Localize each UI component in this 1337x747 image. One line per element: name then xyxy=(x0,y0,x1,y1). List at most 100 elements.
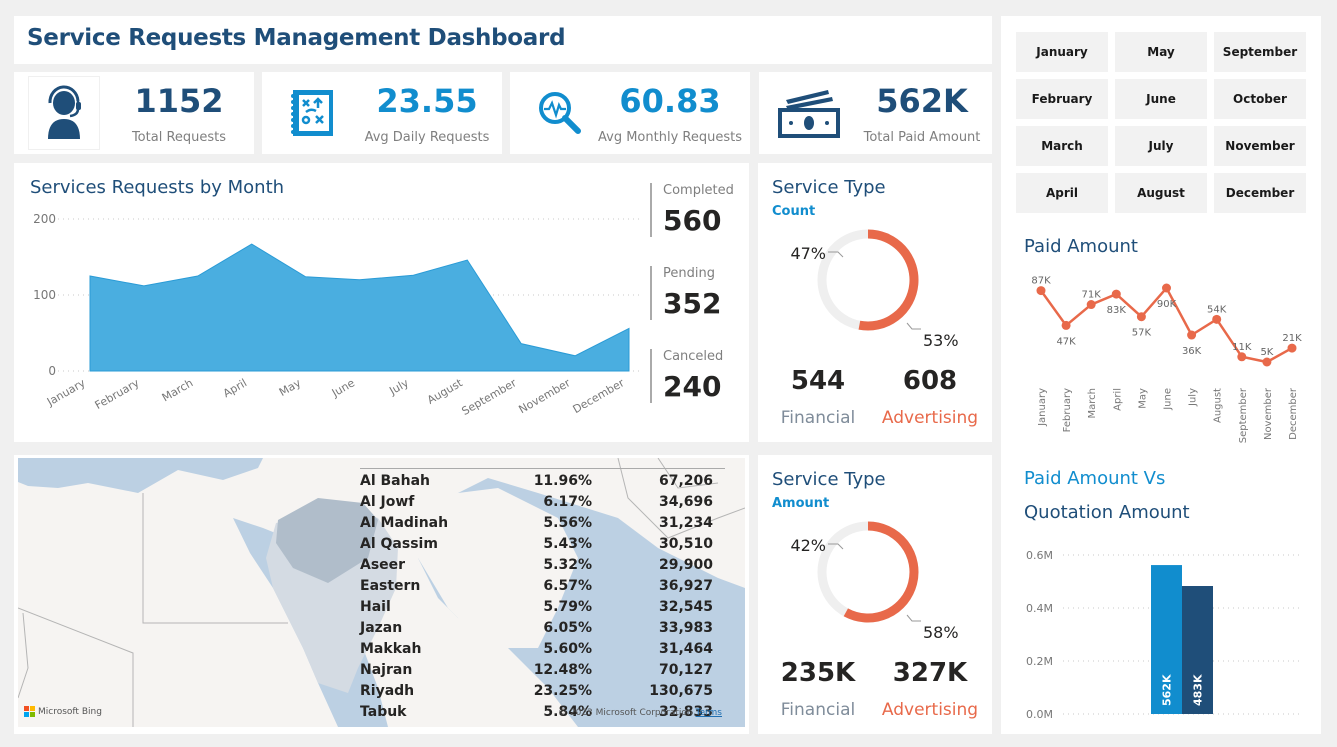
region-amount: 29,900 xyxy=(658,556,713,573)
data-point[interactable] xyxy=(196,274,200,278)
region-name: Makkah xyxy=(360,640,422,657)
region-row[interactable]: Al Bahah 11.96% 67,206 xyxy=(360,470,725,491)
region-map[interactable]: Al Bahah 11.96% 67,206 Al Jowf 6.17% 34,696 Al… xyxy=(18,458,745,727)
advertising-pct-label: 58% xyxy=(923,623,959,642)
region-name: Najran xyxy=(360,661,413,678)
region-percent: 5.84% xyxy=(543,703,592,720)
data-point[interactable] xyxy=(627,326,631,330)
region-amount: 70,127 xyxy=(658,661,713,678)
x-tick-label: July xyxy=(386,376,411,398)
data-point[interactable] xyxy=(142,284,146,288)
advertising-slice[interactable] xyxy=(843,521,919,623)
paid-vs-quotation-title-line1: Paid Amount Vs xyxy=(1024,468,1166,489)
month-button-december[interactable]: December xyxy=(1214,173,1306,213)
data-point[interactable] xyxy=(465,258,469,262)
month-button-august[interactable]: August xyxy=(1115,173,1207,213)
kpi-card-total-paid: 562K Total Paid Amount xyxy=(759,72,992,154)
paid-data-label: 21K xyxy=(1282,333,1302,344)
leader-line xyxy=(828,251,844,258)
paid-data-label: 11K xyxy=(1232,342,1252,353)
region-row[interactable]: Al Qassim 5.43% 30,510 xyxy=(360,533,725,554)
paid-vs-quotation-bar-chart: 0.0M 0.2M 0.4M 0.6M 562K 483K xyxy=(1026,549,1301,721)
month-button-march[interactable]: March xyxy=(1016,126,1108,166)
paid-data-point[interactable] xyxy=(1136,312,1146,322)
paid-data-point[interactable] xyxy=(1287,343,1297,353)
month-button-may[interactable]: May xyxy=(1115,32,1207,72)
region-row[interactable]: Eastern 6.57% 36,927 xyxy=(360,575,725,596)
region-row[interactable]: Aseer 5.32% 29,900 xyxy=(360,554,725,575)
paid-data-point[interactable] xyxy=(1237,352,1247,362)
month-button-january[interactable]: January xyxy=(1016,32,1108,72)
paid-data-point[interactable] xyxy=(1162,283,1171,293)
panel-subtitle: Amount xyxy=(772,496,830,511)
region-percent: 6.57% xyxy=(543,577,592,594)
paid-data-point[interactable] xyxy=(1212,314,1222,324)
month-button-february[interactable]: February xyxy=(1016,79,1108,119)
paid-data-point[interactable] xyxy=(1061,320,1071,330)
service-type-count-donut: 47% 53% xyxy=(790,229,959,350)
x-tick-label: May xyxy=(277,376,304,399)
y-tick-label: 0.4M xyxy=(1026,602,1053,615)
x-tick-label: March xyxy=(160,376,196,404)
month-button-june[interactable]: June xyxy=(1115,79,1207,119)
paid-data-label: 83K xyxy=(1107,305,1127,316)
terms-link[interactable]: Terms xyxy=(695,708,722,718)
y-tick-label: 0.0M xyxy=(1026,708,1053,721)
paid-data-label: 57K xyxy=(1132,328,1152,339)
region-name: Jazan xyxy=(360,619,403,636)
status-value: 560 xyxy=(663,204,722,237)
region-row[interactable]: Al Jowf 6.17% 34,696 xyxy=(360,491,725,512)
y-tick-label: 0.2M xyxy=(1026,655,1053,668)
data-point[interactable] xyxy=(88,274,92,278)
bing-attribution: Microsoft Bing xyxy=(24,706,102,717)
data-point[interactable] xyxy=(411,273,415,277)
month-button-october[interactable]: October xyxy=(1214,79,1306,119)
region-amount: 34,696 xyxy=(658,493,713,510)
x-tick-label: April xyxy=(221,376,249,400)
month-button-november[interactable]: November xyxy=(1214,126,1306,166)
kpi-value: 60.83 xyxy=(619,82,721,120)
x-tick-label: June xyxy=(1163,388,1174,411)
region-name: Tabuk xyxy=(360,703,407,720)
x-tick-label: February xyxy=(93,376,142,412)
region-percent: 11.96% xyxy=(533,472,592,489)
data-point[interactable] xyxy=(358,278,362,282)
paid-data-label: 71K xyxy=(1082,290,1102,301)
region-row[interactable]: Al Madinah 5.56% 31,234 xyxy=(360,512,725,533)
region-row[interactable]: Makkah 5.60% 31,464 xyxy=(360,638,725,659)
data-point[interactable] xyxy=(573,354,577,358)
bar-paid-amount[interactable] xyxy=(1151,565,1182,714)
data-point[interactable] xyxy=(250,242,254,246)
kpi-value: 1152 xyxy=(134,82,224,120)
advertising-value: 327K xyxy=(892,658,968,688)
data-point[interactable] xyxy=(304,275,308,279)
data-point[interactable] xyxy=(519,342,523,346)
region-row[interactable]: Jazan 6.05% 33,983 xyxy=(360,617,725,638)
region-name: Al Madinah xyxy=(360,514,449,531)
service-type-count-panel: 47% 53% Service Type Count 544 608 Financ… xyxy=(758,163,992,442)
financial-label: Financial xyxy=(780,700,856,720)
paid-data-point[interactable] xyxy=(1111,289,1121,299)
paid-data-label: 36K xyxy=(1182,346,1202,357)
paid-data-point[interactable] xyxy=(1086,300,1096,310)
paid-amount-title: Paid Amount xyxy=(1024,236,1138,257)
region-name: Riyadh xyxy=(360,682,415,699)
paid-data-point[interactable] xyxy=(1036,286,1046,296)
month-button-april[interactable]: April xyxy=(1016,173,1108,213)
map-provider-label: Microsoft Bing xyxy=(38,706,102,717)
region-row[interactable]: Riyadh 23.25% 130,675 xyxy=(360,680,725,701)
month-slicer: January May September February June October Ma… xyxy=(1016,32,1306,213)
region-row[interactable]: Tabuk 5.84% 32,833 xyxy=(360,701,725,722)
financial-value: 235K xyxy=(780,658,856,688)
leader-line xyxy=(906,322,921,330)
region-map-panel: Al Bahah 11.96% 67,206 Al Jowf 6.17% 34,696 Al… xyxy=(14,455,749,734)
microsoft-logo-icon xyxy=(24,706,35,717)
region-row[interactable]: Hail 5.79% 32,545 xyxy=(360,596,725,617)
advertising-slice[interactable] xyxy=(858,229,919,331)
region-row[interactable]: Najran 12.48% 70,127 xyxy=(360,659,725,680)
month-button-july[interactable]: July xyxy=(1115,126,1207,166)
paid-data-point[interactable] xyxy=(1262,357,1272,367)
paid-data-point[interactable] xyxy=(1187,330,1197,340)
bar-quotation-amount[interactable] xyxy=(1182,586,1213,714)
month-button-september[interactable]: September xyxy=(1214,32,1306,72)
